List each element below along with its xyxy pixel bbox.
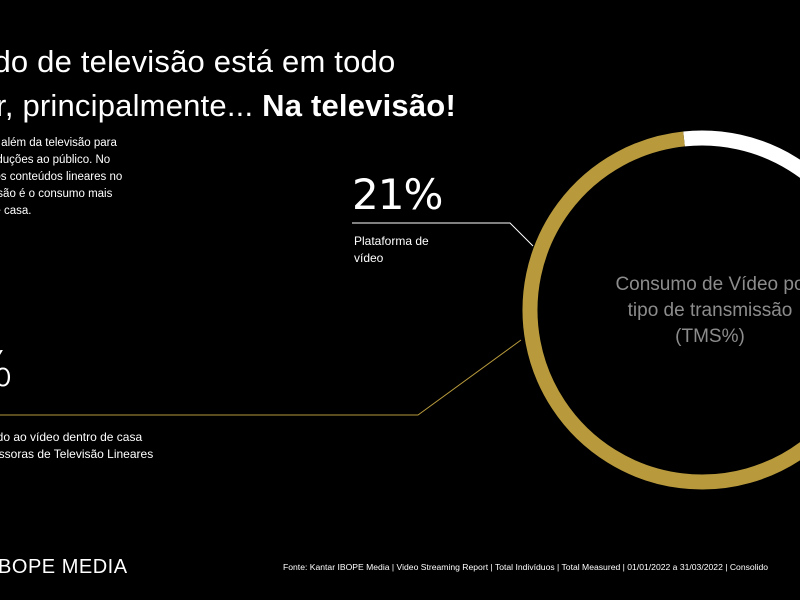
source-note: Fonte: Kantar IBOPE Media | Video Stream… bbox=[283, 562, 769, 572]
leader-line-plataforma bbox=[352, 222, 534, 247]
chart-title-line: tipo de transmissão bbox=[627, 300, 793, 321]
headline-emphasis: Na televisão! bbox=[262, 88, 456, 123]
slice-label-plataforma: Plataforma de vídeo bbox=[354, 233, 429, 267]
data-label-tv-linear: % bbox=[0, 340, 14, 400]
intro-line: aos conteúdos lineares no bbox=[0, 171, 123, 183]
intro-line: visão é o consumo mais bbox=[0, 188, 113, 200]
slice-label-tv-linear: ado ao vídeo dentro de casa missoras de … bbox=[0, 429, 153, 463]
headline-line-2-regular: r, principalmente... bbox=[0, 88, 263, 123]
chart-title-line: (TMS%) bbox=[675, 326, 745, 347]
slice-label-line: vídeo bbox=[354, 251, 384, 265]
intro-line: oduções ao público. No bbox=[0, 154, 111, 166]
data-label-plataforma: 21% bbox=[352, 170, 443, 219]
donut-slice-1 bbox=[522, 131, 800, 490]
intro-line: de casa. bbox=[0, 205, 32, 217]
intro-line: am além da televisão para bbox=[0, 137, 117, 149]
headline-line-2: r, principalmente... Na televisão! bbox=[0, 84, 456, 128]
chart-title: Consumo de Vídeo po tipo de transmissão … bbox=[560, 272, 800, 350]
slice-label-line: Plataforma de bbox=[354, 234, 429, 248]
kantar-ibope-media-logo: IBOPE MEDIA bbox=[0, 556, 128, 578]
intro-paragraph: am além da televisão para oduções ao púb… bbox=[0, 135, 170, 220]
headline: údo de televisão está em todo r, princip… bbox=[0, 40, 456, 128]
chart-title-line: Consumo de Vídeo po bbox=[615, 274, 800, 295]
slice-label-line: missoras de Televisão Lineares bbox=[0, 447, 154, 461]
donut-slice-0 bbox=[683, 130, 800, 178]
leader-line-tv-linear bbox=[0, 339, 522, 416]
slice-label-line: ado ao vídeo dentro de casa bbox=[0, 430, 143, 444]
headline-line-1: údo de televisão está em todo bbox=[0, 44, 396, 79]
